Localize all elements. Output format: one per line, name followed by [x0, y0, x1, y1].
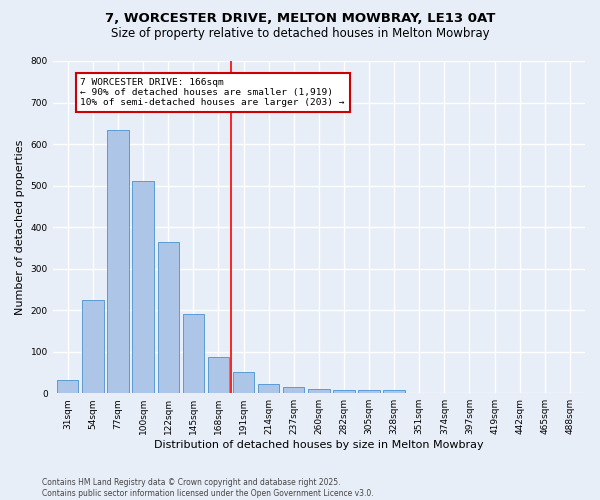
- Bar: [57, 380, 79, 393]
- Text: 7, WORCESTER DRIVE, MELTON MOWBRAY, LE13 0AT: 7, WORCESTER DRIVE, MELTON MOWBRAY, LE13…: [105, 12, 495, 26]
- Bar: [308, 389, 329, 393]
- Bar: [82, 300, 104, 393]
- Bar: [158, 242, 179, 393]
- Bar: [208, 356, 229, 393]
- Bar: [133, 182, 154, 393]
- Bar: [258, 384, 279, 393]
- Bar: [107, 130, 128, 393]
- Y-axis label: Number of detached properties: Number of detached properties: [15, 140, 25, 315]
- Text: Size of property relative to detached houses in Melton Mowbray: Size of property relative to detached ho…: [110, 28, 490, 40]
- X-axis label: Distribution of detached houses by size in Melton Mowbray: Distribution of detached houses by size …: [154, 440, 484, 450]
- Bar: [283, 388, 304, 393]
- Text: 7 WORCESTER DRIVE: 166sqm
← 90% of detached houses are smaller (1,919)
10% of se: 7 WORCESTER DRIVE: 166sqm ← 90% of detac…: [80, 78, 345, 108]
- Text: Contains HM Land Registry data © Crown copyright and database right 2025.
Contai: Contains HM Land Registry data © Crown c…: [42, 478, 374, 498]
- Bar: [383, 390, 405, 393]
- Bar: [358, 390, 380, 393]
- Bar: [333, 390, 355, 393]
- Bar: [182, 314, 204, 393]
- Bar: [233, 372, 254, 393]
